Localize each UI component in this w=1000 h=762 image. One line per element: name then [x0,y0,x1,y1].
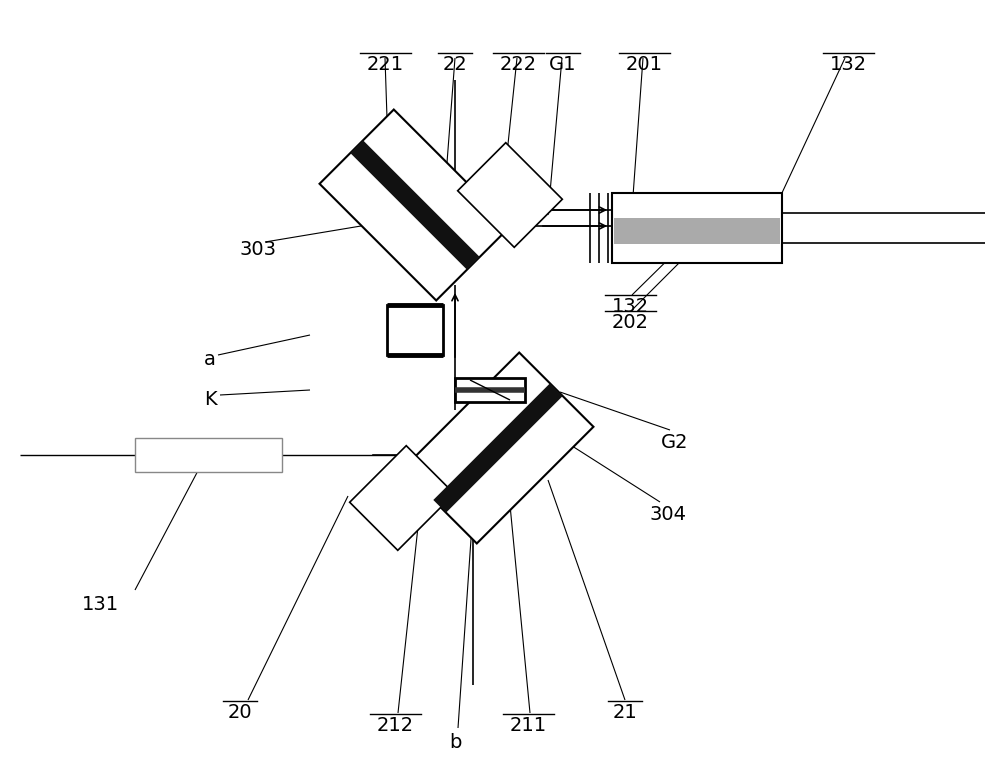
Text: 212: 212 [376,716,414,735]
Text: 304: 304 [650,505,686,524]
Text: G2: G2 [661,433,689,452]
Text: 201: 201 [626,55,662,74]
Bar [387,305,443,355]
Text: 221: 221 [366,55,404,74]
Bar [612,193,782,263]
Polygon shape [403,353,593,543]
Text: 131: 131 [81,595,119,614]
Text: 20: 20 [228,703,252,722]
Text: 21: 21 [613,703,637,722]
Text: 202: 202 [612,313,648,332]
Text: 222: 222 [499,55,537,74]
Text: G1: G1 [549,55,577,74]
Bar [455,378,525,402]
Text: 22: 22 [443,55,467,74]
Text: 303: 303 [240,240,276,259]
Polygon shape [458,142,562,248]
Text: 132: 132 [611,297,649,316]
Text: K: K [204,390,216,409]
Polygon shape [433,383,563,513]
Text: 211: 211 [509,716,547,735]
Text: 132: 132 [829,55,867,74]
Polygon shape [350,446,454,550]
Bar [135,438,282,472]
Text: a: a [204,350,216,369]
Bar [614,218,780,244]
Polygon shape [320,110,510,300]
Polygon shape [350,140,480,270]
Text: b: b [449,733,461,752]
